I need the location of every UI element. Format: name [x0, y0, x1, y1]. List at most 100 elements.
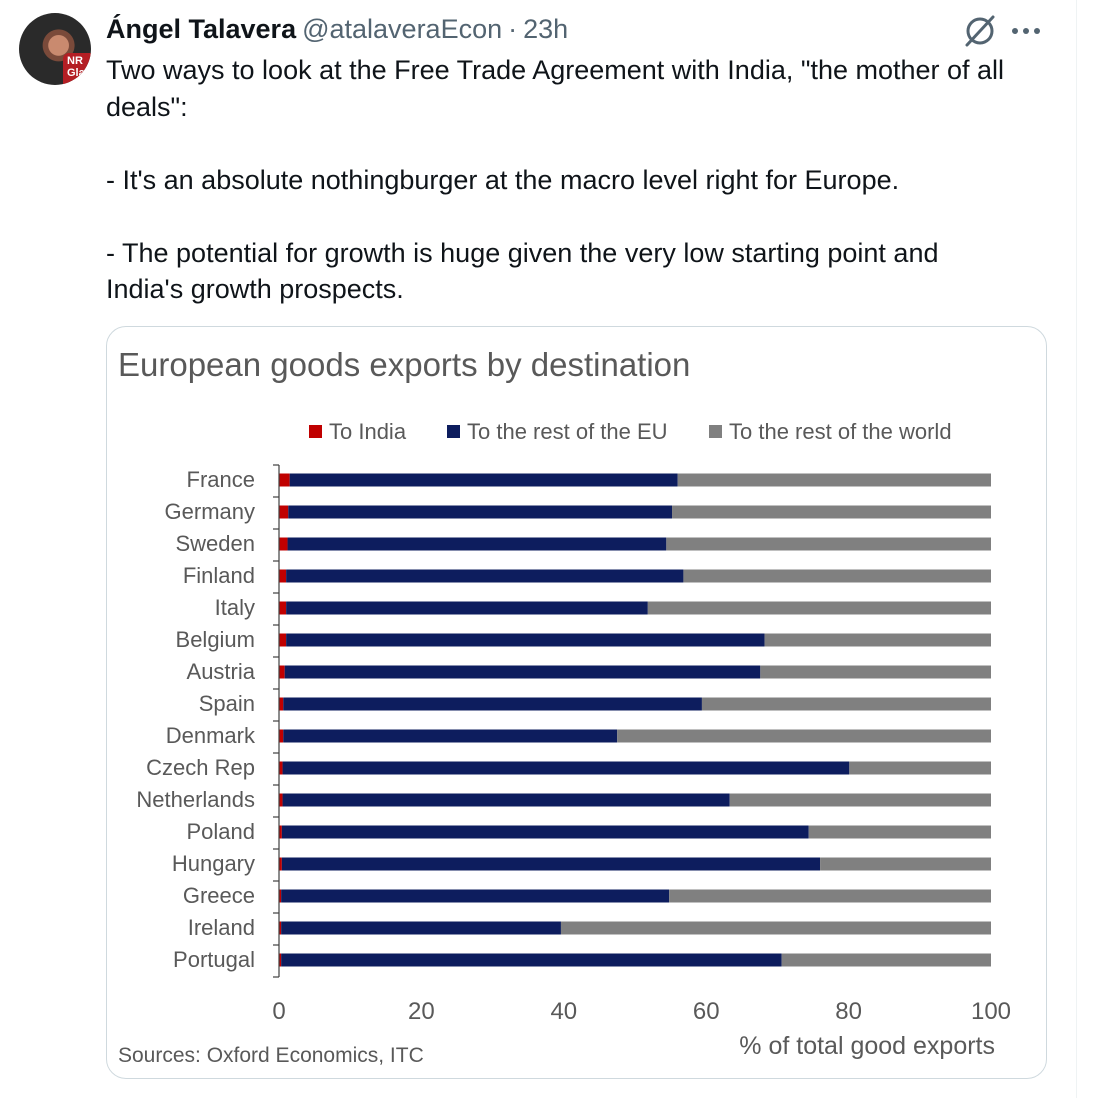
category-label: Denmark: [166, 723, 256, 748]
bar-segment: [279, 793, 283, 807]
more-dots-icon[interactable]: [1012, 20, 1046, 42]
grok-icon[interactable]: [963, 14, 997, 48]
tweet-header: Ángel Talavera @atalaveraEcon · 23h: [106, 12, 568, 46]
bar-segment: [279, 601, 287, 615]
bar-segment: [287, 537, 667, 551]
bar-segment: [764, 633, 991, 647]
bar-segment: [286, 601, 648, 615]
x-tick-label: 60: [693, 998, 720, 1025]
bar-segment: [281, 889, 670, 903]
bar-segment: [282, 793, 730, 807]
x-tick-label: 0: [272, 998, 285, 1025]
category-label: Spain: [199, 691, 255, 716]
category-label: Finland: [183, 563, 255, 588]
right-gutter: [1077, 0, 1100, 1098]
chart-source: Sources: Oxford Economics, ITC: [118, 1044, 424, 1067]
bar-segment: [820, 857, 991, 871]
top-strip: [0, 0, 1076, 4]
bar-segment: [760, 665, 991, 679]
bar-segment: [849, 761, 991, 775]
bar-segment: [288, 505, 673, 519]
category-label: Greece: [183, 883, 255, 908]
bar-segment: [282, 761, 850, 775]
bar-segment: [279, 537, 288, 551]
bar-segment: [279, 825, 282, 839]
text-line: - The potential for growth is huge given…: [106, 237, 939, 268]
bar-segment: [279, 889, 282, 903]
timeline-border: [1076, 0, 1077, 1098]
bar-segment: [669, 889, 991, 903]
category-label: Czech Rep: [146, 755, 255, 780]
x-tick-label: 100: [971, 998, 1011, 1025]
chart-title: European goods exports by destination: [118, 346, 690, 383]
bar-segment: [701, 697, 991, 711]
x-tick-label: 40: [550, 998, 577, 1025]
bar-segment: [729, 793, 991, 807]
bar-segment: [279, 697, 284, 711]
bar-segment: [279, 761, 283, 775]
legend-swatch: [709, 425, 722, 438]
bar-segment: [289, 473, 678, 487]
bar-segment: [283, 697, 702, 711]
bar-segment: [283, 729, 618, 743]
x-axis-label: % of total good exports: [739, 1032, 995, 1060]
legend-swatch: [447, 425, 460, 438]
bar-segment: [281, 857, 821, 871]
category-label: France: [187, 467, 255, 492]
category-label: Ireland: [188, 915, 255, 940]
bar-segment: [279, 921, 282, 935]
bar-segment: [672, 505, 991, 519]
bar-segment: [279, 857, 282, 871]
bar-segment: [279, 729, 284, 743]
x-tick-label: 20: [408, 998, 435, 1025]
category-label: Germany: [165, 499, 255, 524]
bar-segment: [279, 473, 290, 487]
legend-label: To India: [329, 419, 407, 444]
bar-segment: [279, 665, 285, 679]
text-line: - It's an absolute nothingburger at the …: [106, 164, 900, 195]
bar-segment: [666, 537, 991, 551]
category-label: Belgium: [176, 627, 255, 652]
text-line-gap: [106, 198, 1056, 235]
author-name[interactable]: Ángel Talavera: [106, 13, 297, 44]
category-label: Netherlands: [136, 787, 255, 812]
category-label: Sweden: [175, 531, 255, 556]
bar-segment: [279, 633, 287, 647]
bar-segment: [647, 601, 991, 615]
author-handle[interactable]: @atalaveraEcon: [302, 13, 503, 44]
text-line: Two ways to look at the Free Trade Agree…: [106, 55, 1005, 85]
tweet-time[interactable]: 23h: [523, 13, 569, 44]
tweet-text: Two ways to look at the Free Trade Agree…: [106, 52, 1056, 308]
chart-card[interactable]: European goods exports by destination To …: [106, 326, 1047, 1079]
bar-segment: [560, 921, 991, 935]
bar-segment: [286, 569, 684, 583]
text-line: India's growth prospects.: [106, 274, 404, 304]
legend-label: To the rest of the world: [729, 419, 952, 444]
bar-segment: [781, 953, 991, 967]
bar-segment: [279, 569, 287, 583]
bar-segment: [683, 569, 991, 583]
category-label: Hungary: [172, 851, 255, 876]
legend-swatch: [309, 425, 322, 438]
legend-label: To the rest of the EU: [467, 419, 668, 444]
text-line: deals":: [106, 91, 188, 122]
bar-segment: [281, 953, 782, 967]
bar-segment: [279, 953, 282, 967]
bar-segment: [677, 473, 991, 487]
category-label: Italy: [215, 595, 255, 620]
category-label: Portugal: [173, 947, 255, 972]
stacked-bar-chart: European goods exports by destination To …: [118, 346, 1011, 1067]
x-tick-label: 80: [835, 998, 862, 1025]
bar-segment: [286, 633, 765, 647]
avatar-red-panel: [63, 53, 91, 85]
avatar-lettering: NR Gla: [67, 55, 85, 79]
separator-dot: ·: [508, 13, 518, 44]
text-line-gap: [106, 125, 1056, 162]
category-label: Austria: [187, 659, 256, 684]
category-label: Poland: [186, 819, 255, 844]
bar-segment: [284, 665, 761, 679]
avatar[interactable]: NR Gla: [19, 13, 91, 85]
bar-segment: [281, 921, 561, 935]
bar-segment: [279, 505, 289, 519]
bar-segment: [281, 825, 809, 839]
